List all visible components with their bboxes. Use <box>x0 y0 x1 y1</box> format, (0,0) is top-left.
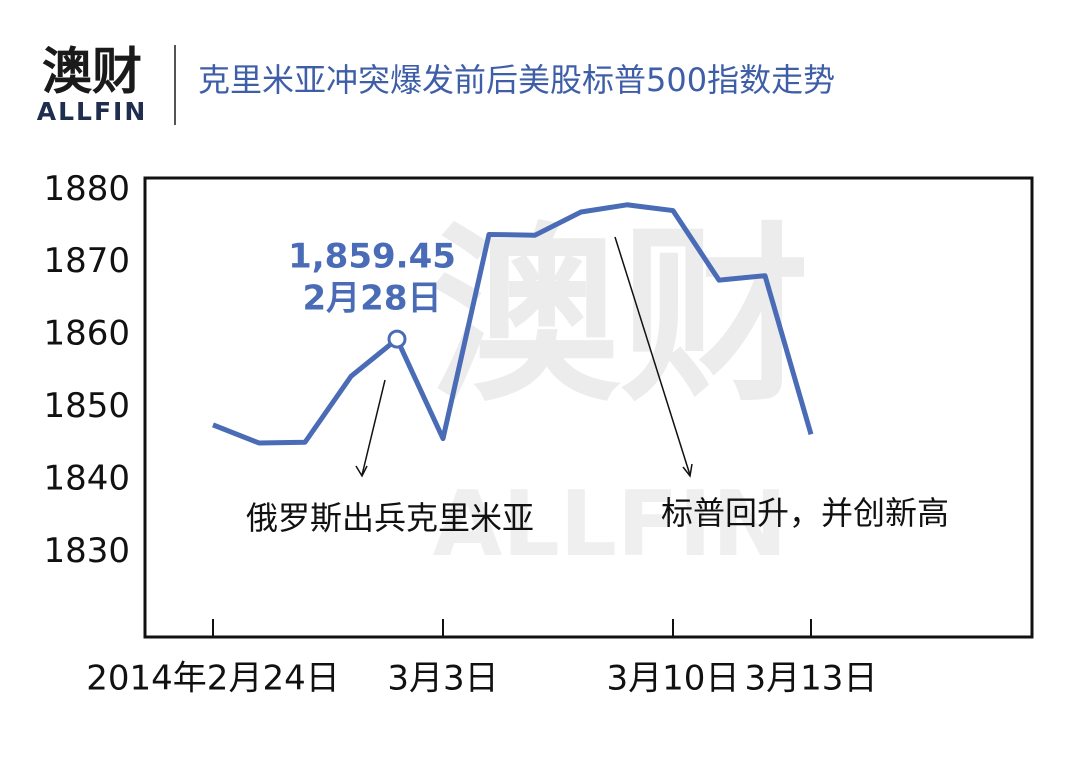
x-tick-label: 2014年2月24日 <box>86 659 339 699</box>
arrow <box>614 236 691 476</box>
chart-title: 克里米亚冲突爆发前后美股标普500指数走势 <box>198 61 835 99</box>
x-tick-label: 3月13日 <box>745 659 878 699</box>
y-tick-label: 1830 <box>43 531 130 571</box>
annotation: 标普回升，并创新高 <box>661 494 949 532</box>
arrow <box>361 379 386 476</box>
y-tick-label: 1870 <box>43 241 130 281</box>
plot-frame <box>143 176 1034 639</box>
highlight-marker <box>387 329 407 349</box>
y-tick-label: 1840 <box>43 458 130 498</box>
y-tick-label: 1860 <box>43 314 130 354</box>
highlight-date: 2月28日 <box>303 279 442 319</box>
value-label: 1,859.45 <box>288 237 456 277</box>
y-tick-label: 1880 <box>43 169 130 209</box>
logo-en: ALLFIN <box>37 97 148 126</box>
series-line <box>212 202 814 446</box>
annotation: 俄罗斯出兵克里米亚 <box>246 499 534 537</box>
arrow-head <box>355 465 368 478</box>
y-tick-label: 1850 <box>43 386 130 426</box>
watermark-en: ALLFIN <box>433 472 788 577</box>
arrow-head <box>682 463 693 478</box>
x-tick-label: 3月10日 <box>607 659 740 699</box>
watermark: 澳财 <box>430 206 810 427</box>
logo: 澳财 <box>42 43 142 101</box>
x-tick-label: 3月3日 <box>387 659 498 699</box>
